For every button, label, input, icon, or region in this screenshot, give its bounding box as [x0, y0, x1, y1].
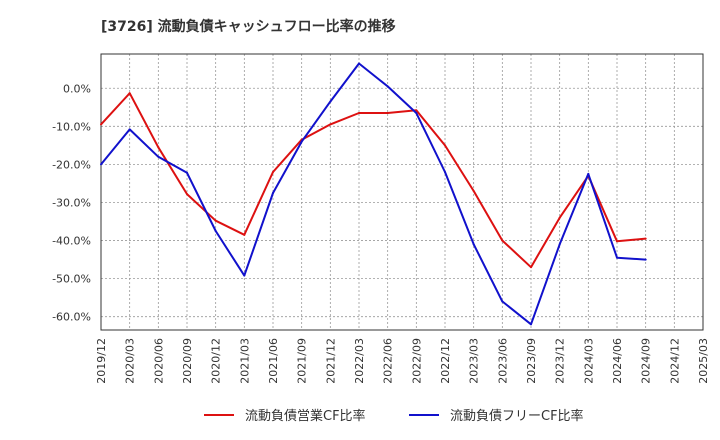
x-tick-label: 2022/06: [382, 338, 395, 384]
x-tick-label: 2023/06: [496, 338, 509, 384]
data-point: [644, 258, 647, 261]
data-point: [444, 144, 446, 147]
data-point: [415, 109, 418, 112]
y-tick-label: 0.0%: [63, 82, 91, 95]
data-point: [358, 112, 360, 115]
y-tick-label: -30.0%: [52, 196, 91, 209]
data-point: [214, 219, 217, 222]
data-point: [128, 128, 131, 131]
data-point: [472, 243, 475, 246]
data-point: [415, 112, 418, 115]
data-point: [243, 233, 246, 236]
data-point: [358, 62, 360, 65]
x-tick-label: 2022/12: [439, 338, 452, 384]
x-tick-label: 2020/06: [152, 338, 165, 384]
data-point: [644, 237, 647, 240]
legend-label-2: 流動負債フリーCF比率: [450, 408, 584, 424]
data-point: [272, 191, 274, 194]
data-point: [100, 123, 102, 126]
data-point: [472, 190, 475, 193]
x-tick-label: 2020/12: [210, 338, 223, 384]
x-tick-label: 2022/09: [410, 338, 423, 384]
data-point: [329, 100, 332, 103]
data-point: [128, 92, 131, 95]
data-point: [100, 163, 102, 166]
data-point: [243, 274, 246, 277]
x-tick-label: 2024/03: [582, 338, 595, 384]
data-point: [587, 172, 590, 175]
x-tick-label: 2023/12: [554, 338, 567, 384]
data-point: [386, 85, 389, 88]
x-tick-label: 2020/09: [181, 338, 194, 384]
x-tick-label: 2020/03: [124, 338, 137, 384]
plot-frame: [100, 53, 704, 331]
data-point: [300, 140, 303, 143]
x-tick-label: 2024/09: [640, 338, 653, 384]
data-point: [444, 171, 446, 174]
data-point: [157, 155, 160, 158]
data-point: [501, 239, 504, 242]
legend-label-1: 流動負債営業CF比率: [245, 408, 366, 424]
data-point: [530, 266, 532, 269]
x-tick-label: 2022/03: [353, 338, 366, 384]
data-point: [157, 146, 160, 149]
x-tick-label: 2021/06: [267, 338, 280, 384]
y-tick-label: -50.0%: [52, 273, 91, 286]
data-point: [558, 216, 561, 219]
data-point: [501, 300, 504, 303]
plot-area: [101, 54, 703, 330]
x-tick-label: 2021/12: [324, 338, 337, 384]
x-tick-label: 2025/03: [697, 338, 710, 384]
data-point: [386, 112, 389, 115]
data-point: [616, 240, 618, 243]
series-line-2: [100, 62, 646, 326]
x-tick-label: 2019/12: [95, 338, 108, 384]
x-tick-label: 2023/09: [525, 338, 538, 384]
y-tick-label: -40.0%: [52, 235, 91, 248]
x-tick-label: 2021/03: [238, 338, 251, 384]
x-tick-label: 2024/12: [668, 338, 681, 384]
x-tick-label: 2024/06: [611, 338, 624, 384]
data-point: [558, 243, 561, 246]
y-tick-label: -60.0%: [52, 311, 91, 324]
series-line-1: [100, 92, 646, 269]
x-tick-label: 2021/09: [296, 338, 309, 384]
y-tick-label: -10.0%: [52, 120, 91, 133]
data-point: [186, 171, 188, 174]
data-point: [616, 256, 618, 259]
data-point: [329, 123, 332, 126]
data-point: [186, 193, 188, 196]
chart-title: [3726] 流動負債キャッシュフロー比率の推移: [101, 19, 396, 35]
data-point: [214, 230, 217, 233]
y-tick-label: -20.0%: [52, 158, 91, 171]
x-tick-label: 2023/03: [468, 338, 481, 384]
data-point: [530, 323, 532, 326]
data-point: [272, 171, 274, 174]
